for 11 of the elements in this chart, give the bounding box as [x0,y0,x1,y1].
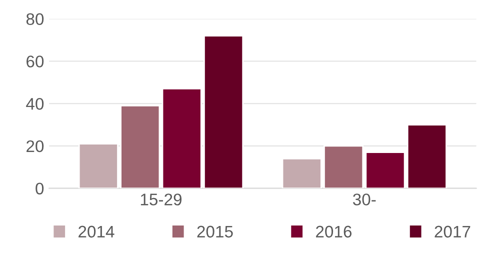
legend-label: 2017 [434,226,470,238]
y-tick-label: 0 [36,182,44,195]
legend-label: 2014 [78,226,114,238]
x-tick-label: 15-29 [140,194,182,206]
legend-label: 2015 [197,226,233,238]
y-tick-label: 20 [26,140,44,152]
y-tick-label: 40 [26,98,44,110]
x-tick-label: 30- [352,194,376,206]
y-tick-label: 80 [26,13,44,26]
y-tick-label: 60 [26,56,44,68]
legend-label: 2016 [316,226,352,238]
